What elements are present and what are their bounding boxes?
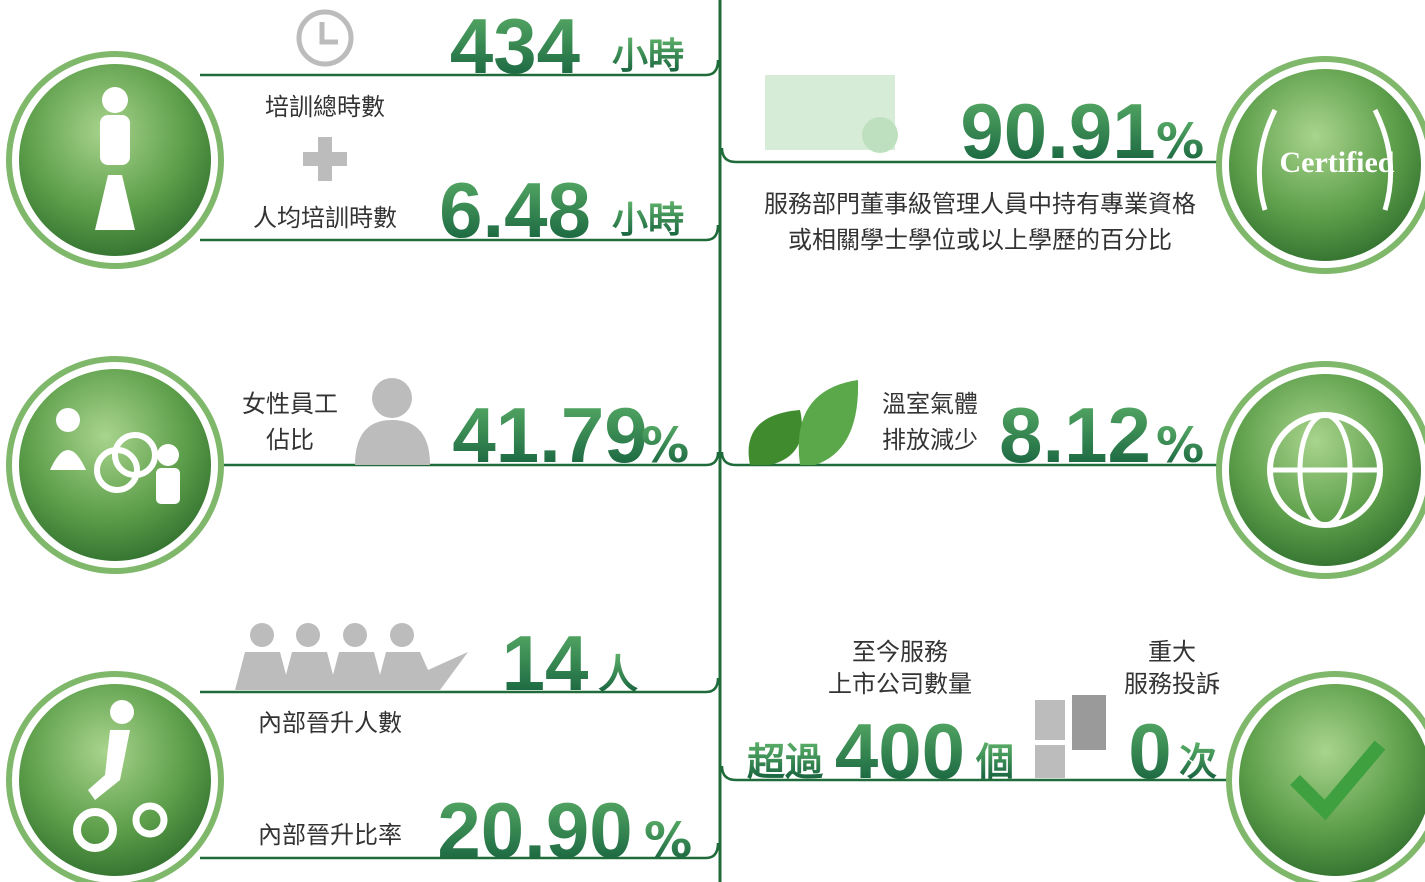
label: 至今服務 — [852, 638, 948, 666]
label: 人均培訓時數 — [253, 204, 397, 232]
label: 女性員工 — [242, 390, 338, 418]
value: 400 — [835, 707, 965, 795]
value: 6.48 — [439, 166, 591, 254]
infographic: Certified 434 小時 培訓總時數 人均培訓時數 6.48 小時 女性… — [0, 0, 1425, 882]
badge: Certified — [1280, 146, 1395, 179]
unit: 小時 — [612, 200, 684, 241]
unit: 小時 — [612, 36, 684, 77]
label: 服務投訴 — [1124, 670, 1220, 698]
value: 0 — [1128, 707, 1171, 795]
label: 重大 — [1148, 638, 1196, 666]
label: 上市公司數量 — [828, 670, 972, 698]
unit: 個 — [975, 740, 1014, 784]
label: 培訓總時數 — [265, 93, 385, 121]
label: 內部晉升人數 — [258, 709, 402, 737]
label: 溫室氣體 — [882, 390, 978, 418]
description: 或相關學士學位或以上學歷的百分比 — [788, 226, 1172, 254]
value: 14 — [502, 619, 589, 707]
value: 41.79 — [452, 391, 647, 479]
value: 90.91 — [960, 87, 1155, 175]
value: 8.12 — [999, 391, 1151, 479]
unit: % — [644, 813, 692, 869]
unit: 人 — [598, 652, 638, 698]
unit: % — [641, 418, 689, 474]
prefix: 超過 — [747, 740, 824, 784]
label: 排放減少 — [882, 426, 978, 454]
unit: % — [1156, 418, 1204, 474]
unit: 次 — [1179, 740, 1217, 784]
value: 20.90 — [437, 786, 632, 874]
label: 內部晉升比率 — [258, 821, 402, 849]
label: 佔比 — [266, 426, 314, 454]
unit: % — [1156, 114, 1204, 170]
description: 服務部門董事級管理人員中持有專業資格 — [764, 190, 1196, 218]
value: 434 — [450, 2, 580, 90]
